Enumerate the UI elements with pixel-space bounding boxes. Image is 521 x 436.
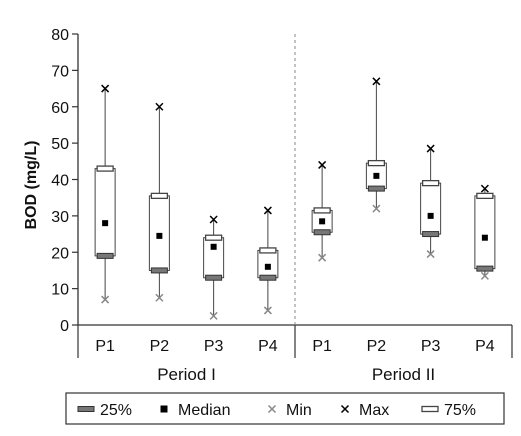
x-tick-label: P4 <box>258 338 278 355</box>
legend-label: Min <box>286 402 312 419</box>
legend-q1-swatch <box>77 406 95 412</box>
max-marker <box>480 184 489 193</box>
x-axis: Period I P1 P2 P3 P4 Period II P1 P2 P3 P4 <box>77 34 513 384</box>
max-marker <box>263 206 272 215</box>
y-tick-label: 70 <box>51 63 69 80</box>
box <box>148 102 170 302</box>
x-tick-label: P3 <box>204 338 224 355</box>
max-marker <box>155 102 164 111</box>
y-tick-label: 20 <box>51 245 69 262</box>
min-marker <box>480 271 489 280</box>
box-body <box>420 182 442 235</box>
q1-marker <box>205 274 223 281</box>
median-marker <box>210 243 217 250</box>
legend-label: 75% <box>444 402 476 419</box>
legend-item: Min <box>267 402 312 419</box>
y-axis-label: BOD (mg/L) <box>23 141 40 230</box>
median-marker <box>373 172 380 179</box>
box <box>257 206 279 315</box>
median-marker <box>319 218 326 225</box>
q3-marker <box>96 165 114 172</box>
q1-marker <box>367 185 385 192</box>
y-tick-label: 60 <box>51 100 69 117</box>
legend: 25% Median Min Max 75% <box>65 392 505 425</box>
legend-min-swatch <box>267 404 277 414</box>
median-marker <box>481 234 488 241</box>
legend-median-swatch <box>160 405 168 413</box>
legend-item: Max <box>340 402 389 419</box>
q3-marker <box>476 192 494 200</box>
x-tick-label: P2 <box>150 338 170 355</box>
q3-marker <box>313 207 331 214</box>
legend-label: Max <box>359 402 389 419</box>
box-body <box>94 168 116 257</box>
q1-marker <box>150 267 168 274</box>
min-marker <box>372 204 381 213</box>
x-tick-label: P1 <box>312 338 332 355</box>
legend-label: Median <box>178 402 230 419</box>
y-tick-label: 80 <box>51 27 69 44</box>
box <box>94 84 116 304</box>
min-marker <box>209 311 218 320</box>
y-tick-label: 40 <box>51 173 69 190</box>
median-marker <box>427 212 434 219</box>
min-marker <box>263 306 272 315</box>
q3-marker <box>421 179 440 187</box>
y-tick-label: 10 <box>51 282 69 299</box>
min-marker <box>155 293 164 302</box>
box-body <box>203 237 225 279</box>
legend-max-swatch <box>340 404 350 414</box>
box <box>474 184 496 280</box>
boxes <box>94 77 496 320</box>
median-marker <box>156 232 163 239</box>
box <box>420 144 442 259</box>
max-marker <box>426 144 435 153</box>
min-marker <box>318 253 327 262</box>
x-tick-label: P2 <box>367 338 387 355</box>
max-marker <box>101 84 110 93</box>
max-marker <box>209 215 218 224</box>
group-label: Period II <box>372 365 435 384</box>
q1-marker <box>422 231 440 238</box>
median-marker <box>102 220 109 227</box>
legend-item: 75% <box>421 402 476 419</box>
legend-q3-swatch <box>421 405 439 413</box>
y-axis: 0 10 20 30 40 50 60 70 80 <box>51 27 79 335</box>
y-tick-label: 50 <box>51 136 69 153</box>
x-tick-label: P4 <box>475 338 495 355</box>
q3-marker <box>259 247 277 254</box>
y-tick-label: 0 <box>60 318 69 335</box>
q1-marker <box>476 265 494 272</box>
max-marker <box>372 77 381 86</box>
group-label: Period I <box>157 365 216 384</box>
box-body <box>474 195 496 270</box>
q3-marker <box>367 159 386 167</box>
x-tick-label: P3 <box>421 338 441 355</box>
q3-marker <box>150 192 169 200</box>
legend-item: 25% <box>77 402 132 419</box>
box <box>203 215 225 320</box>
box <box>365 77 387 213</box>
legend-label: 25% <box>100 402 132 419</box>
max-marker <box>318 160 327 169</box>
x-tick-label: P1 <box>95 338 115 355</box>
median-marker <box>264 263 271 270</box>
y-tick-label: 30 <box>51 209 69 226</box>
q1-marker <box>259 274 277 281</box>
min-marker <box>101 295 110 304</box>
q1-marker <box>313 229 331 236</box>
legend-item: Median <box>160 402 230 419</box>
q3-marker <box>204 234 223 241</box>
q1-marker <box>96 252 114 259</box>
min-marker <box>426 250 435 259</box>
box <box>311 160 333 262</box>
